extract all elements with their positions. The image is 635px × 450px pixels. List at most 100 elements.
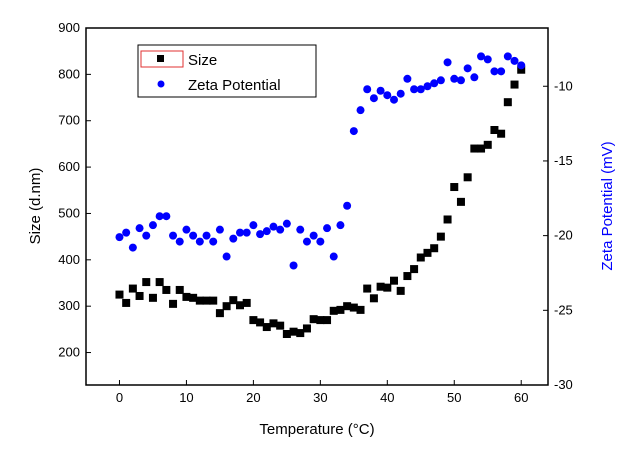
- size-point: [242, 298, 251, 307]
- size-point: [396, 286, 405, 295]
- size-point: [483, 140, 492, 149]
- size-point: [356, 305, 365, 314]
- size-point: [376, 282, 385, 291]
- zeta-point: [162, 212, 171, 221]
- zeta-point: [209, 237, 218, 246]
- size-point: [195, 296, 204, 305]
- legend-size-marker: [140, 50, 184, 68]
- zeta-point: [436, 76, 445, 85]
- size-point: [276, 321, 285, 330]
- zeta-point: [135, 224, 144, 233]
- y-tick-label: 400: [58, 252, 80, 267]
- zeta-point: [456, 76, 465, 85]
- zeta-point: [256, 230, 265, 239]
- size-point: [296, 329, 305, 338]
- x-tick-label: 60: [514, 390, 528, 405]
- y2-tick-label: -20: [554, 228, 573, 243]
- size-point: [256, 318, 265, 327]
- zeta-point: [276, 225, 285, 234]
- zeta-point: [356, 106, 365, 115]
- zeta-point: [195, 237, 204, 246]
- size-point: [135, 291, 144, 300]
- x-tick-label: 0: [116, 390, 123, 405]
- zeta-point: [175, 237, 184, 246]
- zeta-point: [182, 225, 191, 234]
- legend-size-square: [157, 55, 164, 62]
- y-tick-label: 900: [58, 20, 80, 35]
- zeta-point: [443, 58, 452, 67]
- size-point: [269, 319, 278, 328]
- legend-box: [137, 44, 317, 98]
- zeta-point: [282, 219, 291, 228]
- y2-tick-label: -25: [554, 302, 573, 317]
- zeta-point: [215, 225, 224, 234]
- size-point: [510, 80, 519, 89]
- x-tick-label: 50: [447, 390, 461, 405]
- size-point: [403, 272, 412, 281]
- y2-tick-label: -15: [554, 153, 573, 168]
- size-point: [162, 285, 171, 294]
- zeta-point: [463, 64, 472, 73]
- size-point: [450, 183, 459, 192]
- zeta-point: [396, 89, 405, 98]
- size-point: [236, 301, 244, 310]
- size-point: [363, 284, 372, 293]
- zeta-point: [510, 56, 519, 65]
- size-point: [148, 293, 157, 302]
- size-point: [329, 306, 338, 315]
- size-point: [289, 327, 298, 336]
- zeta-point: [316, 237, 325, 246]
- y-tick-label: 800: [58, 66, 80, 81]
- zeta-point: [236, 228, 244, 237]
- zeta-point: [369, 94, 378, 103]
- zeta-point: [517, 61, 526, 70]
- zeta-point: [222, 252, 231, 261]
- zeta-point: [189, 231, 198, 240]
- legend-zeta-marker: [157, 80, 165, 88]
- size-point: [430, 244, 439, 253]
- zeta-point: [470, 73, 479, 82]
- size-point: [229, 296, 238, 305]
- size-point: [302, 324, 311, 333]
- zeta-point: [148, 221, 157, 230]
- size-point: [423, 248, 432, 257]
- legend: Size Zeta Potential: [137, 44, 317, 98]
- size-point: [456, 197, 465, 206]
- size-point: [477, 144, 486, 153]
- zeta-point: [229, 234, 238, 243]
- size-point: [189, 293, 198, 302]
- zeta-point: [349, 127, 358, 136]
- y2-axis-label: Zeta Potential (mV): [599, 141, 616, 270]
- x-tick-label: 30: [313, 390, 327, 405]
- zeta-point: [155, 212, 164, 221]
- zeta-point: [128, 243, 137, 252]
- zeta-point: [122, 228, 131, 237]
- size-point: [410, 265, 419, 274]
- zeta-point: [390, 95, 398, 104]
- size-point: [128, 284, 137, 293]
- zeta-point: [383, 91, 392, 100]
- zeta-point: [289, 261, 298, 270]
- zeta-point: [403, 74, 412, 83]
- size-point: [316, 316, 325, 325]
- size-point: [517, 65, 526, 74]
- zeta-point: [490, 67, 499, 76]
- size-point: [343, 302, 352, 311]
- zeta-point: [430, 79, 439, 88]
- zeta-point: [329, 252, 338, 261]
- size-point: [349, 303, 358, 312]
- x-tick-label: 20: [246, 390, 260, 405]
- size-point: [336, 305, 345, 314]
- legend-zeta-label: Zeta Potential: [188, 77, 281, 94]
- y-axis-label: Size (d.nm): [27, 168, 44, 245]
- zeta-point: [363, 85, 372, 94]
- size-point: [443, 215, 452, 224]
- size-point: [369, 294, 378, 303]
- zeta-point: [483, 55, 492, 64]
- size-point: [323, 316, 332, 325]
- size-point: [215, 309, 224, 318]
- zeta-point: [376, 86, 385, 95]
- zeta-point: [242, 228, 251, 237]
- size-point: [115, 290, 124, 299]
- size-point: [490, 126, 499, 134]
